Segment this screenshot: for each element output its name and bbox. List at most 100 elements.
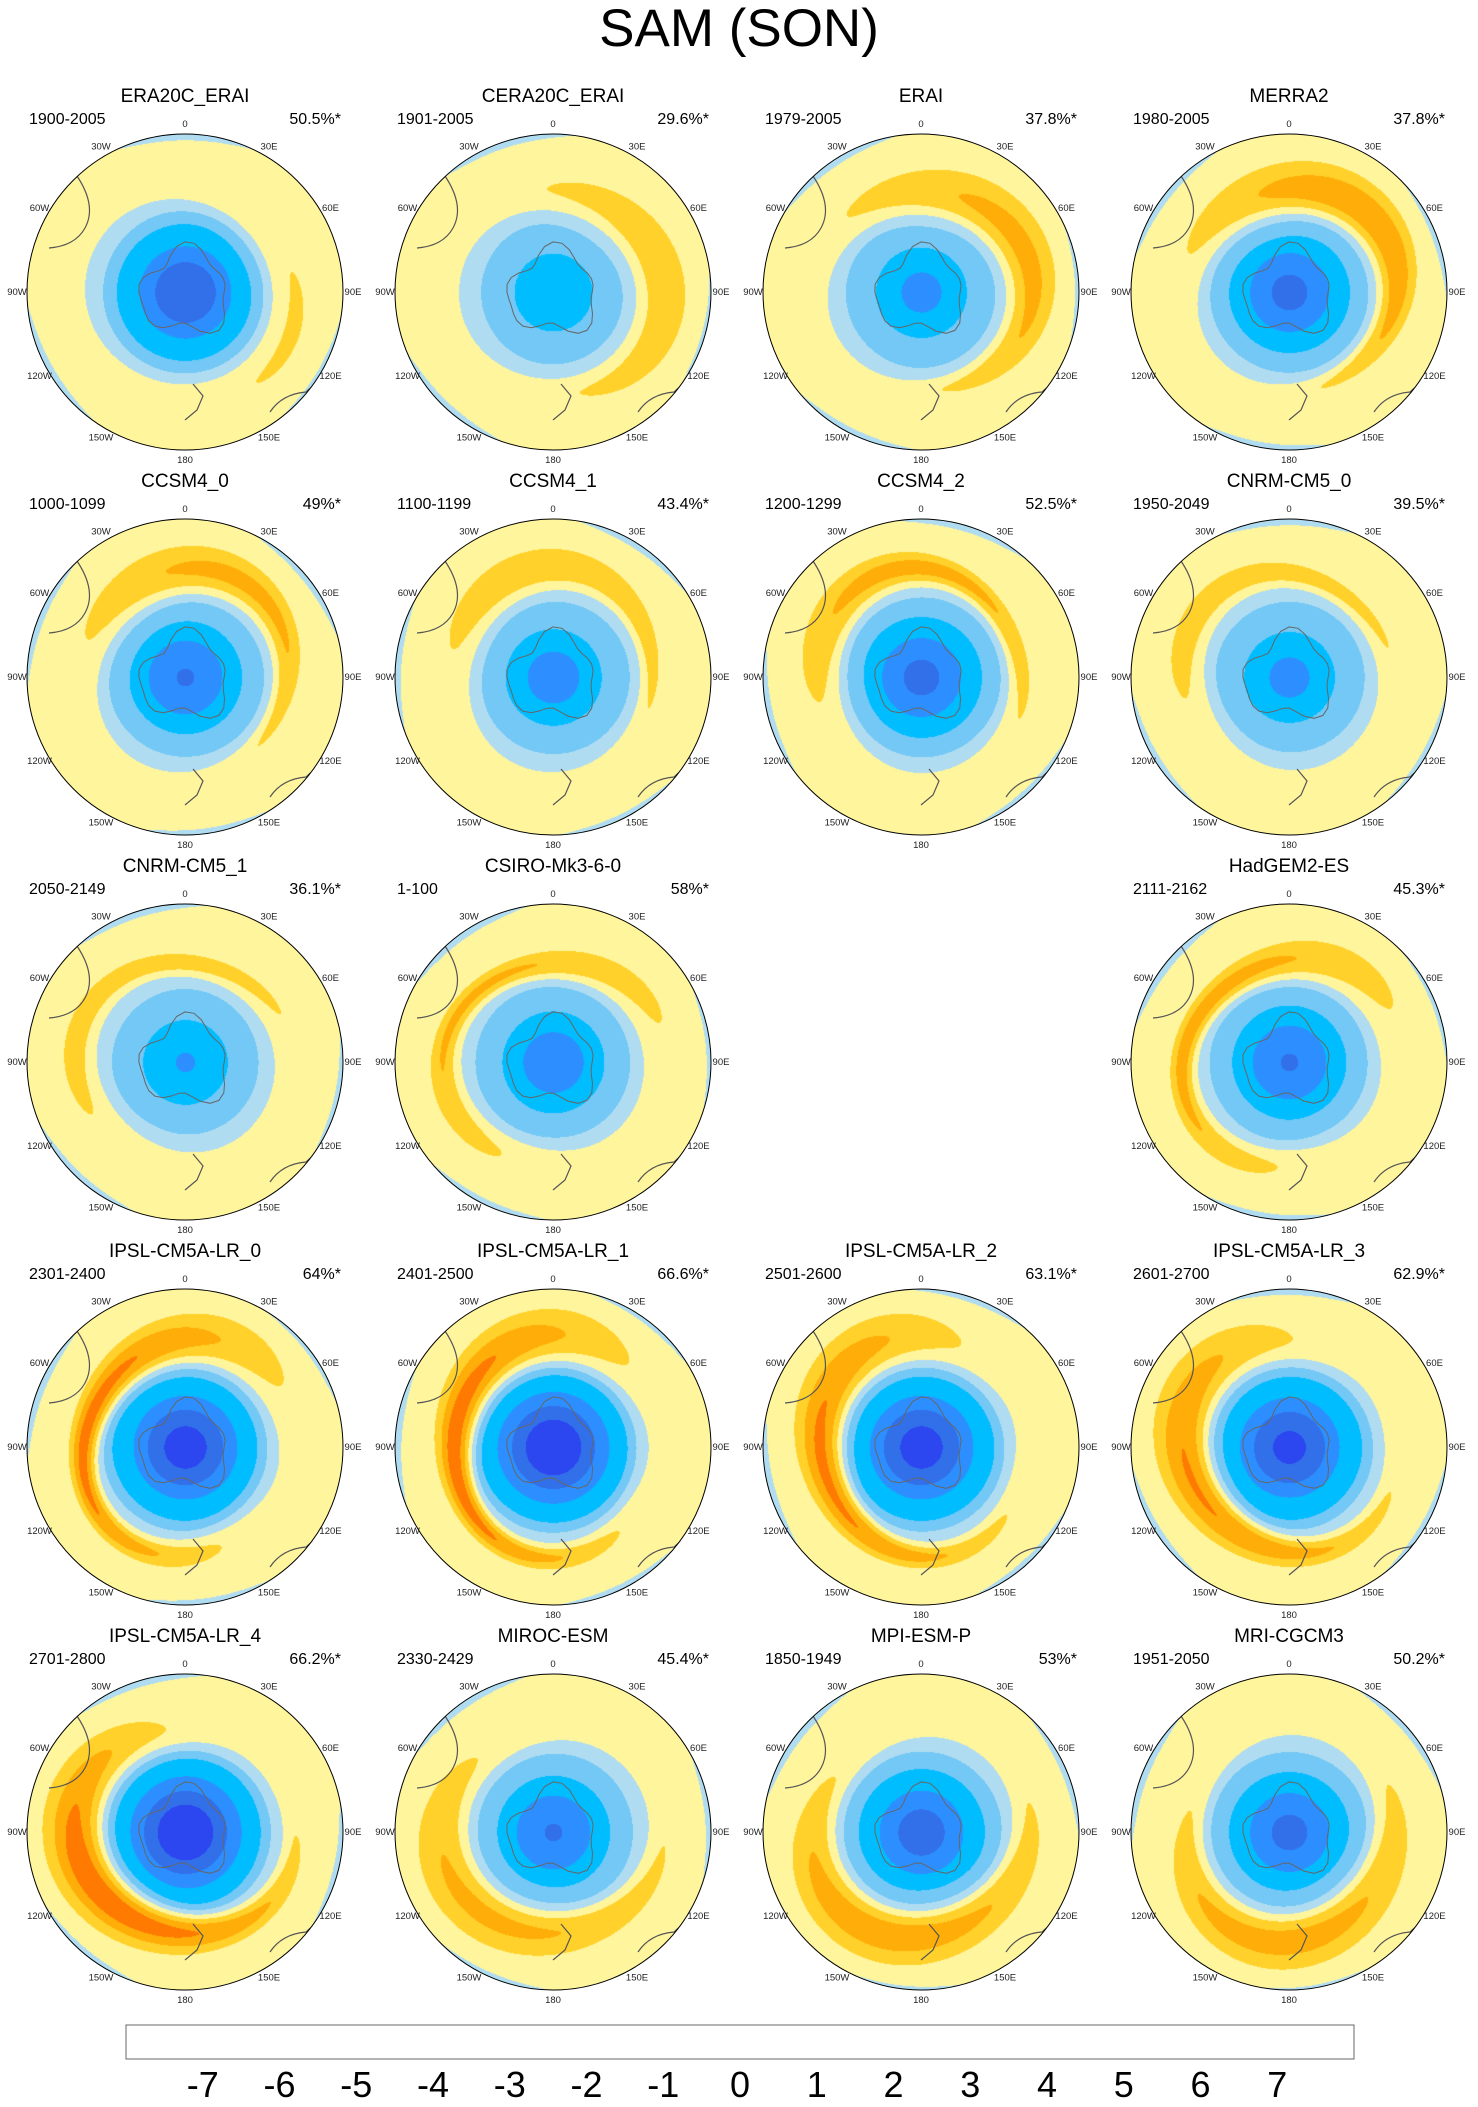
map-panel: 0 30E 60E 90E 120E 150E 180 150W 120W 90W 60W 30W IP… — [743, 1241, 1097, 1621]
panel-percent: 37.8%* — [1025, 111, 1077, 128]
panel-title: CERA20C_ERAI — [482, 86, 625, 107]
longitude-label: 60E — [322, 203, 339, 214]
map-panel: 0 30E 60E 90E 120E 150E 180 150W 120W 90W 60W 30W CN… — [7, 856, 361, 1236]
coastline-new-zealand — [552, 1538, 572, 1576]
longitude-label: 60E — [690, 1358, 707, 1369]
longitude-label: 60W — [1134, 1743, 1154, 1754]
colorbar-label: 7 — [1267, 2064, 1287, 2105]
coastline-new-zealand — [184, 1923, 204, 1961]
longitude-label: 150E — [258, 1588, 280, 1599]
longitude-label: 150W — [825, 1588, 850, 1599]
anomaly-field — [763, 519, 1079, 835]
longitude-label: 150E — [258, 1973, 280, 1984]
longitude-label: 180 — [913, 455, 929, 466]
anomaly-field — [395, 1674, 711, 1990]
map-panel: 0 30E 60E 90E 120E 150E 180 150W 120W 90W 60W 30W MR… — [1111, 1626, 1465, 2006]
longitude-label: 90E — [1081, 287, 1098, 298]
longitude-label: 90W — [375, 672, 395, 683]
longitude-label: 150E — [1362, 818, 1384, 829]
coastline-new-zealand — [920, 1538, 940, 1576]
panel-period: 2501-2600 — [765, 1266, 842, 1283]
longitude-label: 90E — [713, 672, 730, 683]
longitude-label: 60W — [30, 203, 50, 214]
map-panel: 0 30E 60E 90E 120E 150E 180 150W 120W 90W 60W 30W MP… — [743, 1626, 1097, 2006]
longitude-label: 90W — [1111, 1057, 1131, 1068]
longitude-label: 150E — [994, 818, 1016, 829]
longitude-label: 30E — [1365, 1682, 1382, 1693]
longitude-label: 180 — [1281, 1225, 1297, 1236]
panel-period: 1-100 — [397, 881, 438, 898]
longitude-label: 30W — [827, 142, 847, 153]
longitude-label: 30W — [1195, 1682, 1215, 1693]
longitude-label: 180 — [1281, 1610, 1297, 1621]
anomaly-field — [395, 134, 711, 450]
coastline — [1242, 1781, 1330, 1874]
longitude-label: 150E — [994, 1973, 1016, 1984]
longitude-label: 30W — [91, 527, 111, 538]
anomaly-field — [395, 904, 711, 1220]
longitude-label: 150W — [89, 818, 114, 829]
longitude-label: 60E — [322, 973, 339, 984]
longitude-label: 30W — [459, 1682, 479, 1693]
longitude-label: 150W — [457, 1973, 482, 1984]
longitude-label: 30W — [1195, 912, 1215, 923]
longitude-label: 30E — [629, 1682, 646, 1693]
panel-percent: 66.6%* — [657, 1266, 709, 1283]
longitude-label: 30W — [91, 142, 111, 153]
longitude-label: 120E — [687, 371, 709, 382]
panel-period: 1100-1199 — [397, 496, 471, 513]
panel-percent: 29.6%* — [657, 111, 709, 128]
coastline-new-zealand — [552, 1923, 572, 1961]
longitude-label: 120E — [1055, 1911, 1077, 1922]
colorbar-label: 5 — [1114, 2064, 1134, 2105]
panel-period: 2111-2162 — [1133, 881, 1207, 898]
coastline-south-america — [416, 560, 459, 634]
panel-title: CCSM4_0 — [141, 471, 229, 492]
coastline-south-america — [48, 560, 91, 634]
longitude-label: 60E — [690, 588, 707, 599]
map-border — [1130, 903, 1448, 1221]
anomaly-field — [27, 1289, 343, 1605]
map-border — [26, 1288, 344, 1606]
map-panel: 0 30E 60E 90E 120E 150E 180 150W 120W 90W 60W 30W ER… — [7, 86, 361, 466]
longitude-label: 0 — [182, 119, 187, 130]
panel-title: CCSM4_1 — [509, 471, 597, 492]
panel-title: IPSL-CM5A-LR_4 — [109, 1626, 261, 1647]
longitude-label: 150E — [994, 1588, 1016, 1599]
colorbar-label: 4 — [1037, 2064, 1057, 2105]
panel-percent: 43.4%* — [657, 496, 709, 513]
longitude-label: 150W — [1193, 818, 1218, 829]
longitude-label: 0 — [182, 1659, 187, 1670]
longitude-label: 90W — [1111, 1442, 1131, 1453]
longitude-label: 60E — [322, 1358, 339, 1369]
longitude-label: 120W — [27, 371, 52, 382]
longitude-label: 30W — [1195, 527, 1215, 538]
longitude-label: 60W — [1134, 203, 1154, 214]
map-panel: 0 30E 60E 90E 120E 150E 180 150W 120W 90W 60W 30W IP… — [1111, 1241, 1465, 1621]
longitude-label: 150E — [626, 1588, 648, 1599]
longitude-label: 60E — [1058, 1358, 1075, 1369]
longitude-label: 30W — [91, 1297, 111, 1308]
map-border — [394, 1288, 712, 1606]
panels: 0 30E 60E 90E 120E 150E 180 150W 120W 90W 60W 30W ER… — [7, 86, 1465, 2006]
longitude-label: 90E — [1081, 672, 1098, 683]
panel-percent: 50.2%* — [1393, 1651, 1445, 1668]
longitude-label: 60W — [766, 1743, 786, 1754]
panel-percent: 63.1%* — [1025, 1266, 1077, 1283]
longitude-label: 180 — [913, 840, 929, 851]
colorbar-label: -1 — [647, 2064, 679, 2105]
longitude-label: 120E — [1055, 756, 1077, 767]
longitude-label: 150E — [1362, 1973, 1384, 1984]
longitude-label: 30E — [1365, 912, 1382, 923]
coastline — [874, 1396, 962, 1489]
longitude-label: 60E — [322, 588, 339, 599]
longitude-label: 60W — [30, 1743, 50, 1754]
map-border — [762, 518, 1080, 836]
coastline-new-zealand — [1288, 768, 1308, 806]
coastline-south-america — [416, 1715, 459, 1789]
longitude-label: 120W — [27, 756, 52, 767]
longitude-label: 90E — [1449, 672, 1466, 683]
longitude-label: 150E — [1362, 1203, 1384, 1214]
coastline — [506, 1011, 594, 1104]
longitude-label: 120W — [763, 1526, 788, 1537]
